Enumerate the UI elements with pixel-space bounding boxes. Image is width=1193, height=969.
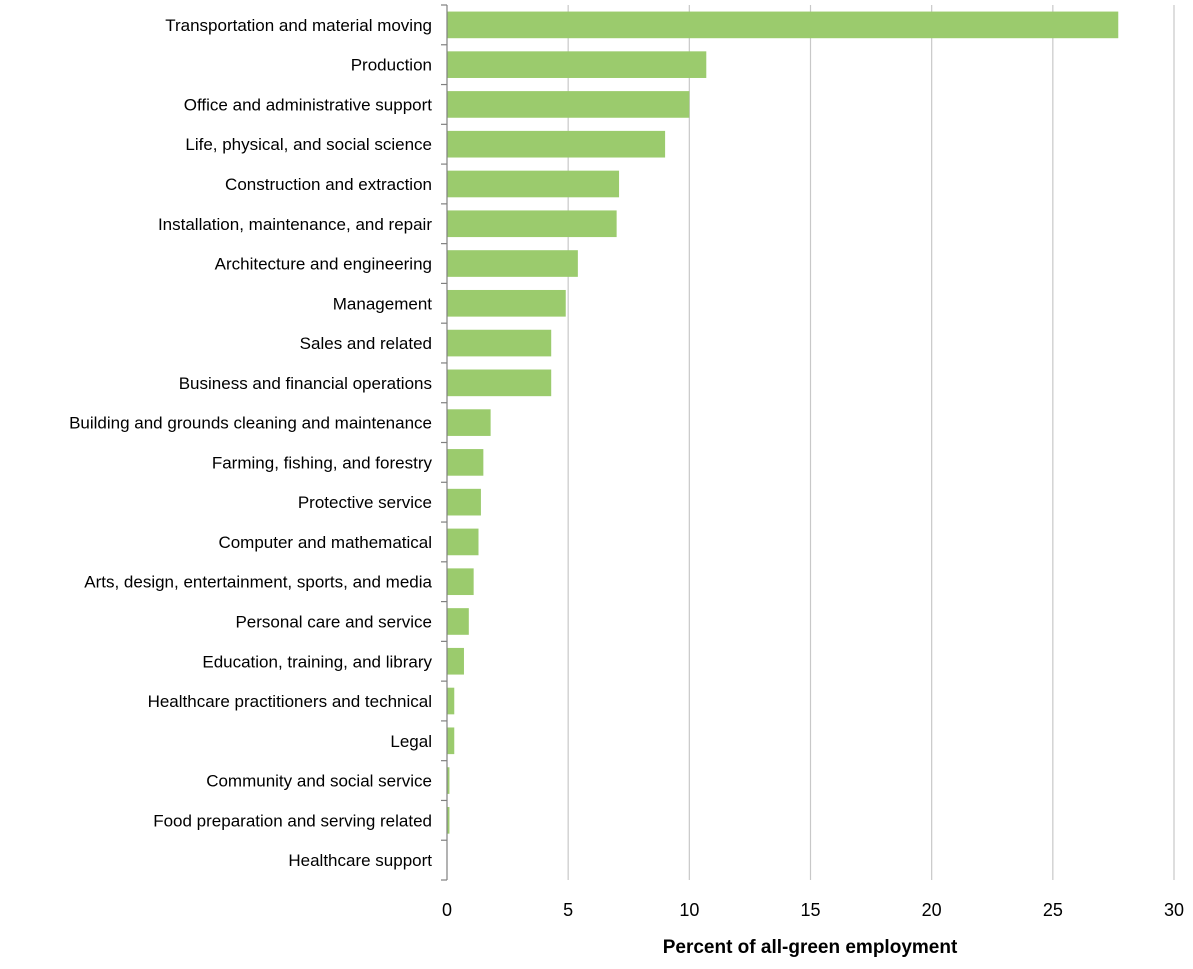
bar-10: [447, 409, 491, 436]
category-label-13: Computer and mathematical: [218, 533, 432, 552]
category-label-12: Protective service: [298, 493, 432, 512]
bar-20: [447, 807, 450, 834]
bar-4: [447, 170, 620, 198]
bars: [447, 11, 1119, 834]
bar-16: [447, 647, 464, 675]
x-tick-label-15: 15: [800, 900, 820, 920]
gridlines: [567, 5, 1175, 880]
axes: [441, 4, 448, 881]
bar-14: [447, 568, 474, 596]
x-tick-label-5: 5: [563, 900, 573, 920]
category-label-5: Installation, maintenance, and repair: [158, 215, 432, 234]
bar-9: [447, 369, 552, 397]
category-label-2: Office and administrative support: [184, 95, 432, 114]
category-label-14: Arts, design, entertainment, sports, and…: [84, 573, 432, 592]
category-label-4: Construction and extraction: [225, 175, 432, 194]
category-label-17: Healthcare practitioners and technical: [148, 692, 432, 711]
bar-7: [447, 289, 566, 317]
bar-8: [447, 329, 552, 357]
bar-0: [447, 11, 1119, 39]
x-tick-label-20: 20: [922, 900, 942, 920]
x-tick-label-30: 30: [1164, 900, 1184, 920]
bar-6: [447, 250, 578, 277]
tick-labels: 0 5 10 15 20 25 30: [442, 900, 1184, 920]
x-tick-label-25: 25: [1043, 900, 1063, 920]
bar-11: [447, 449, 484, 476]
bar-2: [447, 91, 690, 118]
x-tick-label-10: 10: [679, 900, 699, 920]
bar-3: [447, 130, 666, 158]
bar-17: [447, 687, 455, 715]
category-label-16: Education, training, and library: [202, 652, 432, 671]
bar-13: [447, 528, 479, 556]
bar-5: [447, 210, 617, 238]
category-label-1: Production: [351, 56, 432, 75]
bar-19: [447, 767, 450, 794]
category-label-15: Personal care and service: [235, 612, 432, 631]
category-label-18: Legal: [390, 732, 432, 751]
category-label-7: Management: [333, 294, 433, 313]
bar-12: [447, 488, 481, 516]
category-label-20: Food preparation and serving related: [153, 811, 432, 830]
bar-1: [447, 51, 707, 78]
category-label-10: Building and grounds cleaning and mainte…: [69, 414, 432, 433]
category-label-9: Business and financial operations: [179, 374, 432, 393]
bar-15: [447, 608, 469, 635]
category-label-6: Architecture and engineering: [215, 255, 432, 274]
category-label-8: Sales and related: [300, 334, 432, 353]
category-label-11: Farming, fishing, and forestry: [212, 453, 433, 472]
category-label-19: Community and social service: [206, 772, 432, 791]
bar-18: [447, 727, 455, 755]
category-labels: Transportation and material moving Produc…: [69, 16, 432, 870]
x-tick-label-0: 0: [442, 900, 452, 920]
category-label-3: Life, physical, and social science: [185, 135, 432, 154]
category-label-0: Transportation and material moving: [165, 16, 432, 35]
category-label-21: Healthcare support: [288, 851, 432, 870]
x-axis-title: Percent of all-green employment: [663, 937, 958, 958]
